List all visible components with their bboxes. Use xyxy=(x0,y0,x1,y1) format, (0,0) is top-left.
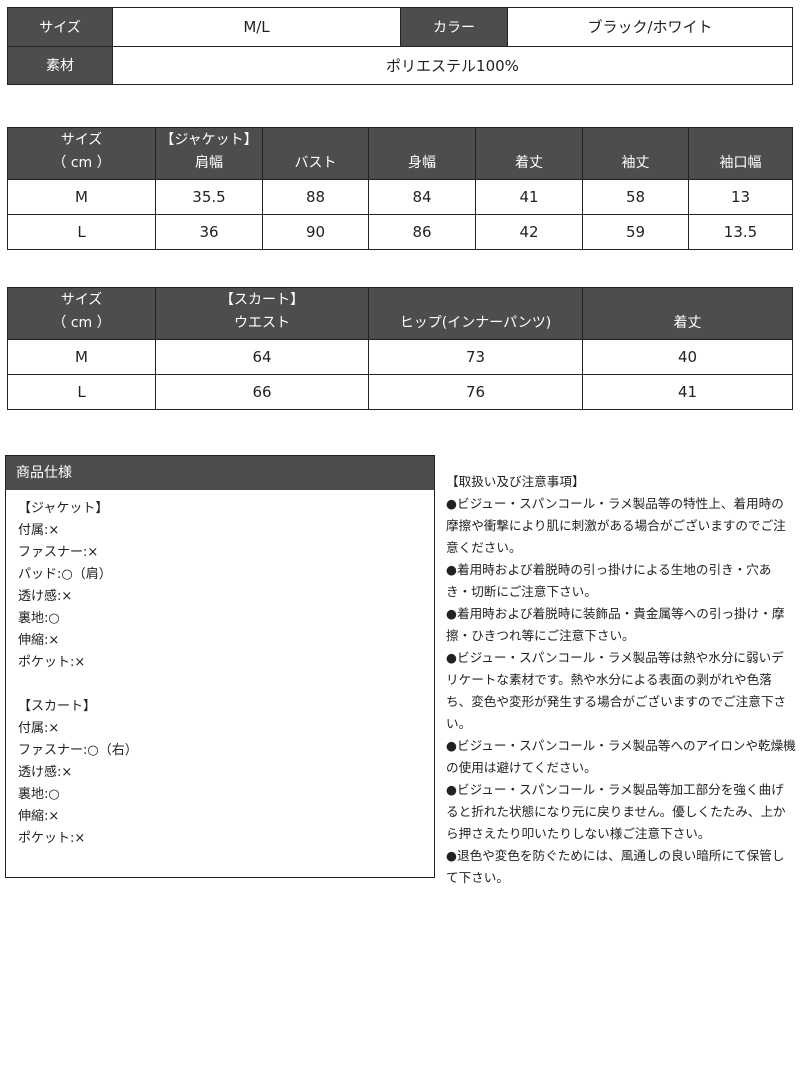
spec-list: 【ジャケット】 付属:× ファスナー:× パッド:○（肩） 透け感:× 裏地:○ 伸縮:× ポ… xyxy=(6,490,434,850)
value-cell: 90 xyxy=(262,214,369,250)
column-header: 着丈 xyxy=(582,287,793,340)
note-item: ●ビジュー・スパンコール・ラメ製品等の特性上、着用時の摩擦や衝撃により肌に刺激が… xyxy=(446,496,786,555)
size-cell: L xyxy=(7,214,156,250)
note-item: ●着用時および着脱時に装飾品・貴金属等への引っ掛け・摩擦・ひきつれ等にご注意下さ… xyxy=(446,606,785,643)
column-header: 着丈 xyxy=(475,127,583,180)
care-notes: 【取扱い及び注意事項】 ●ビジュー・スパンコール・ラメ製品等の特性上、着用時の摩… xyxy=(446,471,796,889)
spec-line: 【ジャケット】 xyxy=(18,501,109,516)
column-header: 【ジャケット】 肩幅 xyxy=(155,127,263,180)
header-line: 袖丈 xyxy=(621,155,650,171)
header-line: 袖口幅 xyxy=(719,155,762,171)
value-cell: 13.5 xyxy=(688,214,793,250)
value-cell: 58 xyxy=(582,179,689,215)
note-item: ●退色や変色を防ぐためには、風通しの良い暗所にて保管して下さい。 xyxy=(446,848,785,885)
spec-line: 【スカート】 xyxy=(18,699,97,714)
header-line: 着丈 xyxy=(515,155,543,171)
value-cell: 36 xyxy=(155,214,263,250)
basic-info-table: サイズ M/L カラー ブラック/ホワイト 素材 ポリエステル100% xyxy=(7,7,793,85)
column-header: バスト xyxy=(262,127,369,180)
table-row: L 36 90 86 42 59 13.5 xyxy=(7,214,793,250)
spec-title: 商品仕様 xyxy=(6,456,434,490)
value-cell: 41 xyxy=(582,374,793,410)
note-item: ●ビジュー・スパンコール・ラメ製品等は熱や水分に弱いデリケートな素材です。熱や水… xyxy=(446,650,787,731)
value-cell: 42 xyxy=(475,214,583,250)
size-label: サイズ xyxy=(7,7,113,47)
header-line: ヒップ(インナーパンツ) xyxy=(399,315,552,331)
table-row: L 66 76 41 xyxy=(7,374,793,410)
material-label: 素材 xyxy=(7,45,113,85)
header-line: バスト xyxy=(294,155,337,171)
spec-line: ファスナー:× xyxy=(18,545,99,560)
jacket-size-table: サイズ（ cm ）【ジャケット】 肩幅 バスト 身幅 着丈 袖丈 袖口幅 M 35.5 88 84… xyxy=(7,127,793,250)
header-line: サイズ xyxy=(60,292,103,308)
header-line: ウエスト xyxy=(234,315,290,331)
color-label: カラー xyxy=(400,7,508,47)
notes-title: 【取扱い及び注意事項】 xyxy=(446,474,585,489)
spec-line: ポケット:× xyxy=(18,655,86,670)
note-item: ●ビジュー・スパンコール・ラメ製品等へのアイロンや乾燥機の使用は避けてください。 xyxy=(446,738,796,775)
value-cell: 66 xyxy=(155,374,369,410)
header-line: （ cm ） xyxy=(52,315,111,331)
column-header: 袖丈 xyxy=(582,127,689,180)
spec-line: 付属:× xyxy=(18,523,60,538)
spec-line: 裏地:○ xyxy=(18,787,60,802)
column-header: ヒップ(インナーパンツ) xyxy=(368,287,583,340)
value-cell: 76 xyxy=(368,374,583,410)
value-cell: 59 xyxy=(582,214,689,250)
header-line: 【スカート】 xyxy=(220,292,304,308)
spec-line: 伸縮:× xyxy=(18,809,60,824)
product-spec-box: 商品仕様 【ジャケット】 付属:× ファスナー:× パッド:○（肩） 透け感:× 裏地:○… xyxy=(5,455,435,878)
skirt-size-table: サイズ（ cm ）【スカート】 ウエスト ヒップ(インナーパンツ) 着丈 M 64 73 4… xyxy=(7,287,793,410)
size-cell: M xyxy=(7,339,156,375)
spec-line: 透け感:× xyxy=(18,589,73,604)
value-cell: 13 xyxy=(688,179,793,215)
table-row: M 64 73 40 xyxy=(7,339,793,375)
spec-line: 透け感:× xyxy=(18,765,73,780)
color-value: ブラック/ホワイト xyxy=(507,7,793,47)
header-line: 肩幅 xyxy=(195,155,223,171)
value-cell: 88 xyxy=(262,179,369,215)
value-cell: 40 xyxy=(582,339,793,375)
value-cell: 35.5 xyxy=(155,179,263,215)
column-header: 身幅 xyxy=(368,127,476,180)
spec-line: 裏地:○ xyxy=(18,611,60,626)
header-line: サイズ xyxy=(60,132,103,148)
column-header: 袖口幅 xyxy=(688,127,793,180)
header-line: 身幅 xyxy=(408,155,436,171)
spec-line: 伸縮:× xyxy=(18,633,60,648)
size-value: M/L xyxy=(112,7,401,47)
header-line: 【ジャケット】 xyxy=(160,132,258,148)
material-value: ポリエステル100% xyxy=(112,45,793,85)
spec-spacer xyxy=(18,674,434,696)
spec-line: パッド:○（肩） xyxy=(18,567,112,582)
spec-line: ファスナー:○（右） xyxy=(18,743,138,758)
header-line: （ cm ） xyxy=(52,155,111,171)
value-cell: 41 xyxy=(475,179,583,215)
spec-line: ポケット:× xyxy=(18,831,86,846)
column-header: サイズ （ cm ） xyxy=(7,127,156,180)
column-header: 【スカート】 ウエスト xyxy=(155,287,369,340)
spec-line: 付属:× xyxy=(18,721,60,736)
column-header: サイズ （ cm ） xyxy=(7,287,156,340)
table-row: M 35.5 88 84 41 58 13 xyxy=(7,179,793,215)
value-cell: 73 xyxy=(368,339,583,375)
size-cell: L xyxy=(7,374,156,410)
value-cell: 86 xyxy=(368,214,476,250)
value-cell: 84 xyxy=(368,179,476,215)
size-cell: M xyxy=(7,179,156,215)
header-line: 着丈 xyxy=(673,315,702,331)
value-cell: 64 xyxy=(155,339,369,375)
note-item: ●ビジュー・スパンコール・ラメ製品等加工部分を強く曲げると折れた状態になり元に戻… xyxy=(446,782,786,841)
note-item: ●着用時および着脱時の引っ掛けによる生地の引き・穴あき・切断にご注意下さい。 xyxy=(446,562,772,599)
